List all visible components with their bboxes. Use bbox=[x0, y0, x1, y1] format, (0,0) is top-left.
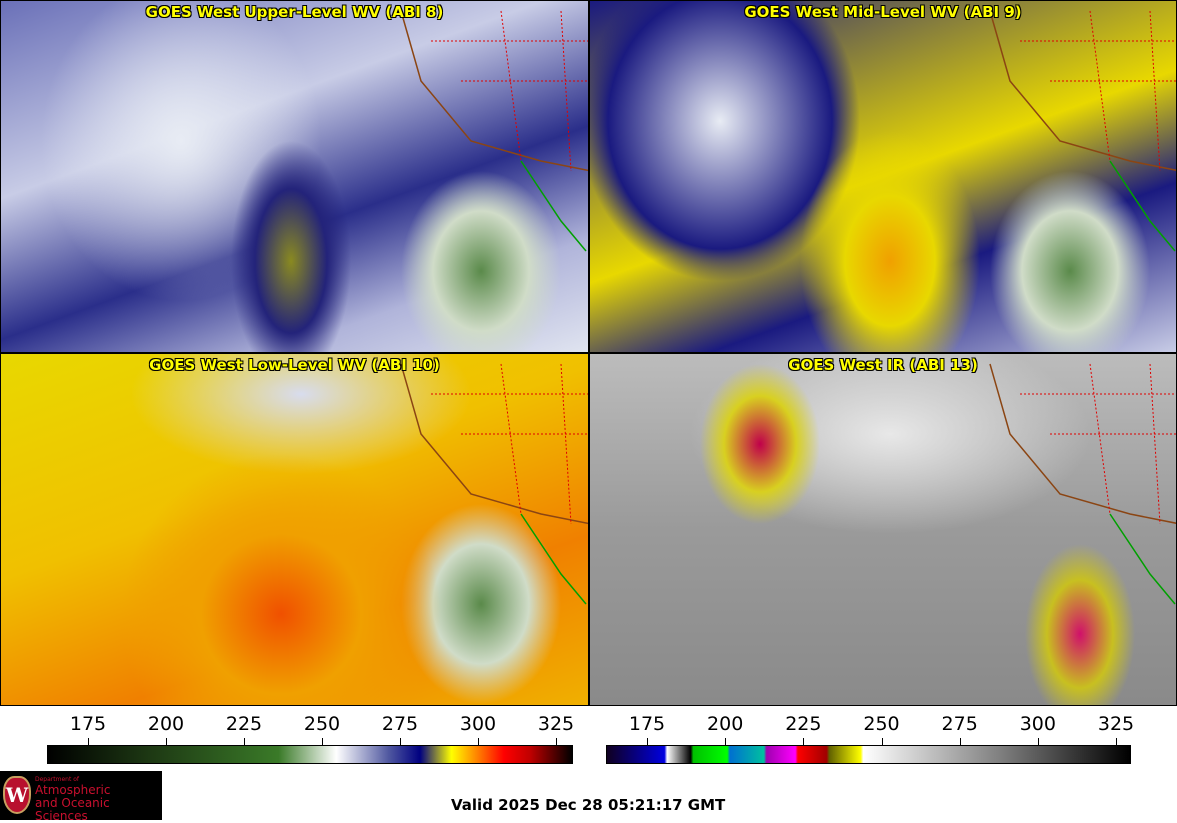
ir-panel: GOES West IR (ABI 13) bbox=[589, 353, 1177, 706]
panel-title: GOES West Upper-Level WV (ABI 8) bbox=[145, 3, 444, 21]
ir-tick-mark bbox=[1037, 738, 1039, 745]
wv-tick-label: 200 bbox=[147, 713, 185, 735]
panel-title: GOES West Mid-Level WV (ABI 9) bbox=[744, 3, 1022, 21]
wv-tick-label: 250 bbox=[303, 713, 341, 735]
ir-tick-mark bbox=[725, 738, 727, 745]
ir-tick-label: 250 bbox=[863, 713, 900, 735]
valid-time: Valid 2025 Dec 28 05:21:17 GMT bbox=[451, 796, 726, 814]
ir-tick-label: 275 bbox=[941, 713, 978, 735]
state-borders bbox=[400, 10, 588, 252]
wv-tick-label: 225 bbox=[225, 713, 263, 735]
panel-title: GOES West Low-Level WV (ABI 10) bbox=[149, 356, 440, 374]
logo-line1: Department of bbox=[35, 776, 79, 783]
uw-seal-icon: W bbox=[3, 776, 31, 814]
wv-tick-label: 275 bbox=[381, 713, 419, 735]
ir-tick-label: 200 bbox=[707, 713, 744, 735]
ir-tick-label: 175 bbox=[628, 713, 666, 735]
ir-tick-label: 225 bbox=[785, 713, 822, 735]
state-borders bbox=[989, 10, 1176, 252]
state-borders bbox=[400, 363, 588, 605]
ir-tick-mark bbox=[1116, 738, 1117, 745]
logo-line2: Atmospheric and Oceanic Sciences bbox=[35, 784, 162, 823]
wv-tick-mark bbox=[244, 738, 245, 745]
wv-tick-label: 175 bbox=[69, 713, 107, 735]
wv-colorbar bbox=[47, 745, 573, 764]
panel-title: GOES West IR (ABI 13) bbox=[788, 356, 978, 374]
wv-tick-mark bbox=[88, 738, 89, 745]
logo-line3-text: and Oceanic Sciences bbox=[35, 796, 110, 823]
upper-level-wv-panel: GOES West Upper-Level WV (ABI 8) bbox=[0, 0, 589, 353]
wv-tick-mark bbox=[556, 738, 557, 745]
wv-tick-mark bbox=[166, 738, 167, 745]
ir-tick-label: 300 bbox=[1019, 713, 1056, 735]
wv-tick-label: 300 bbox=[459, 713, 497, 735]
low-level-wv-panel: GOES West Low-Level WV (ABI 10) bbox=[0, 353, 589, 706]
ir-tick-label: 325 bbox=[1097, 713, 1135, 735]
mid-level-wv-panel: GOES West Mid-Level WV (ABI 9) bbox=[589, 0, 1177, 353]
wv-tick-mark bbox=[322, 738, 323, 745]
state-borders bbox=[989, 363, 1176, 605]
logo-line2-text: Atmospheric bbox=[35, 783, 111, 797]
wv-tick-mark bbox=[478, 738, 479, 745]
aos-logo: W Department of Atmospheric and Oceanic S… bbox=[0, 771, 162, 823]
ir-tick-mark bbox=[647, 738, 648, 745]
ir-colorbar bbox=[606, 745, 1131, 764]
ir-tick-mark bbox=[803, 738, 805, 745]
ir-tick-mark bbox=[959, 738, 961, 745]
ir-tick-mark bbox=[881, 738, 883, 745]
wv-tick-mark bbox=[400, 738, 401, 745]
wv-tick-label: 325 bbox=[537, 713, 575, 735]
